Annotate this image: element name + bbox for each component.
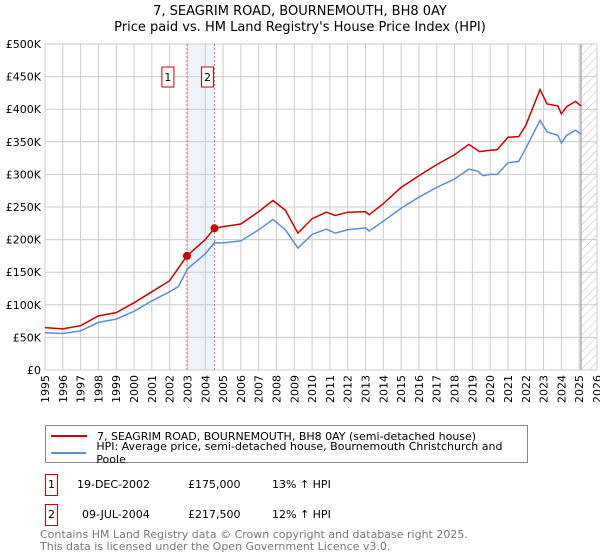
x-tick-label: 2003 [181,375,194,403]
footer-copyright: Contains HM Land Registry data © Crown c… [40,528,468,541]
x-tick-label: 2017 [431,375,444,403]
x-tick-label: 2023 [538,375,551,403]
y-tick-label: £50K [13,331,42,344]
x-tick-label: 2013 [360,375,373,403]
x-tick-label: 2026 [591,375,600,403]
x-tick-label: 2012 [342,375,355,403]
sale-price: £217,500 [188,508,241,521]
x-tick-label: 2000 [128,375,141,403]
x-tick-label: 2002 [164,375,177,403]
footer-licence: This data is licensed under the Open Gov… [40,540,391,553]
forecast-hatch [580,44,597,370]
legend-item-hpi: HPI: Average price, semi-detached house,… [46,440,527,466]
x-tick-label: 2015 [395,375,408,403]
chart-subtitle: Price paid vs. HM Land Registry's House … [114,20,486,35]
x-tick-label: 2009 [288,375,301,403]
x-tick-label: 1995 [39,375,52,403]
plot-border [44,43,598,371]
sale-label-box [201,66,215,88]
x-tick-label: 1997 [75,375,88,403]
sale-marker: 1 [45,474,58,496]
series-line [44,118,582,335]
x-tick-label: 2005 [217,375,230,403]
sale-hpi-diff: 13% ↑ HPI [272,478,331,491]
y-tick-label: £450K [6,71,42,84]
legend-label: HPI: Average price, semi-detached house,… [96,440,503,466]
x-tick-label: 2011 [324,375,337,403]
x-tick-label: 2018 [449,375,462,403]
legend-item-property: 7, SEAGRIM ROAD, BOURNEMOUTH, BH8 0AY (s… [46,428,476,444]
sale-marker: 2 [45,504,58,526]
x-tick-label: 2019 [466,375,479,403]
legend-swatch [51,435,87,437]
sale-date: 19-DEC-2002 [77,478,151,491]
x-tick-label: 1998 [92,375,105,403]
legend: 7, SEAGRIM ROAD, BOURNEMOUTH, BH8 0AY (s… [45,425,528,466]
x-tick-label: 2024 [555,375,568,403]
x-tick-label: 2025 [573,375,586,403]
sale-label: 2 [204,71,211,84]
sale-hpi-diff: 12% ↑ HPI [272,508,331,521]
x-tick-label: 2010 [306,375,319,403]
x-tick-label: 2020 [484,375,497,403]
x-tick-label: 2014 [377,375,390,403]
price-chart: 1995 1996 1997 1998 1999 2000 2001 2002 2003 2004… [6,38,600,403]
x-tick-label: 2022 [520,375,533,403]
legend-label: 7, SEAGRIM ROAD, BOURNEMOUTH, BH8 0AY (s… [97,429,477,443]
y-tick-label: £250K [6,201,42,214]
chart-title: 7, SEAGRIM ROAD, BOURNEMOUTH, BH8 0AY [153,4,447,19]
y-tick-label: £350K [6,136,42,149]
y-tick-label: £200K [6,234,42,247]
x-tick-label: 1996 [57,375,70,403]
x-tick-label: 2004 [199,375,212,403]
sale-point [210,224,219,233]
y-tick-label: £300K [6,168,42,181]
series-line [44,87,582,330]
y-tick-label: £100K [6,299,42,312]
y-tick-label: £400K [6,103,42,116]
sale-price: £175,000 [188,478,241,491]
y-tick-label: £150K [6,266,42,279]
x-tick-label: 2021 [502,375,515,403]
x-tick-label: 1999 [110,375,123,403]
x-tick-label: 2007 [253,375,266,403]
sale-label-box [161,66,175,88]
y-tick-label: £0 [27,364,41,377]
x-tick-label: 2016 [413,375,426,403]
legend-swatch [51,452,87,454]
sale-point [182,251,191,260]
x-tick-label: 2001 [146,375,159,403]
x-tick-label: 2008 [270,375,283,403]
sale-label: 1 [164,71,171,84]
y-tick-label: £500K [6,38,42,51]
x-tick-label: 2006 [235,375,248,403]
sale-date: 09-JUL-2004 [82,508,150,521]
